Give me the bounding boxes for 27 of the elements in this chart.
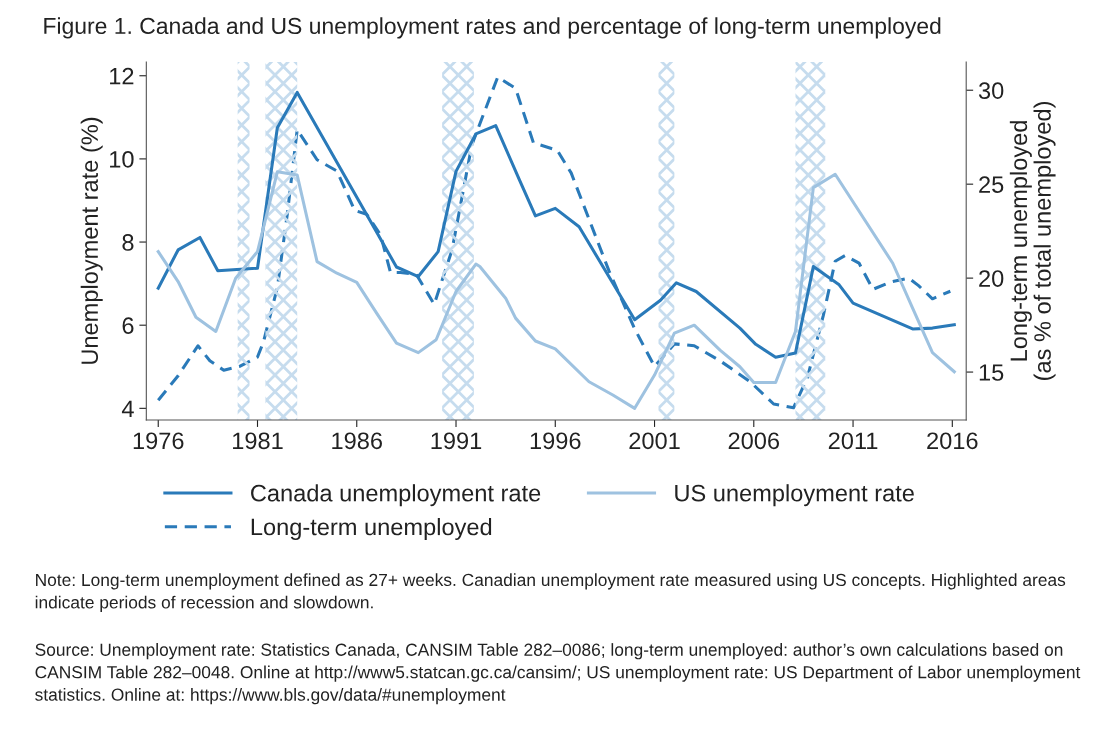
x-tick-label: 1981 xyxy=(233,432,283,450)
x-tick-label: 2006 xyxy=(728,432,780,450)
y-tick-label: 10 xyxy=(110,150,134,168)
legend-label: US unemployment rate xyxy=(675,484,914,507)
y-tick-label: 4 xyxy=(121,400,134,417)
x-tick-label: 2016 xyxy=(927,432,978,450)
y-axis-title: Unemployment rate (%) xyxy=(80,117,103,364)
y2-tick-label: 15 xyxy=(979,364,1004,381)
y2-tick-label: 25 xyxy=(979,176,1004,193)
x-tick-label: 1991 xyxy=(431,432,482,450)
y-tick-label: 6 xyxy=(122,317,134,334)
legend-label: Canada unemployment rate xyxy=(251,484,541,507)
line-series xyxy=(156,170,956,410)
y-tick-label: 8 xyxy=(122,234,134,251)
x-tick-label: 2001 xyxy=(629,432,680,450)
x-tick-label: 1976 xyxy=(133,432,184,450)
y2-tick-label: 20 xyxy=(979,270,1004,287)
legend-label: Long-term unemployed xyxy=(251,518,492,541)
x-tick-label: 2011 xyxy=(828,432,878,450)
x-tick-label: 1996 xyxy=(530,432,581,450)
y-tick-label: 12 xyxy=(110,67,134,85)
text: Note: Long-term unemployment defined as 27+ weeks. Canadian unemployment rate measured using US concepts. Highlighted areas indicate periods of recession and slowdown. xyxy=(35,573,1066,612)
x-tick-label: 1986 xyxy=(332,432,382,450)
y2-axis-title: Long-term unemployed (as % of total unemployed) xyxy=(1009,102,1056,380)
chart-title: Figure 1. Canada and US unemployment rates and percentage of long-term unemployed xyxy=(44,17,941,39)
source-note: Source: Unemployment rate: Statistics Canada, CANSIM Table 282–0086; long-term unemployed: author’s own calculations based on CANSIM Table 282–0048. Online at http://www5.statcan.gc.ca/cansim/; US unemployment rate: US Department of Labor unemployment statistics. Online at: https://www.bls.gov/data/#unemployment xyxy=(35,643,1081,705)
y2-tick-label: 30 xyxy=(978,82,1004,100)
